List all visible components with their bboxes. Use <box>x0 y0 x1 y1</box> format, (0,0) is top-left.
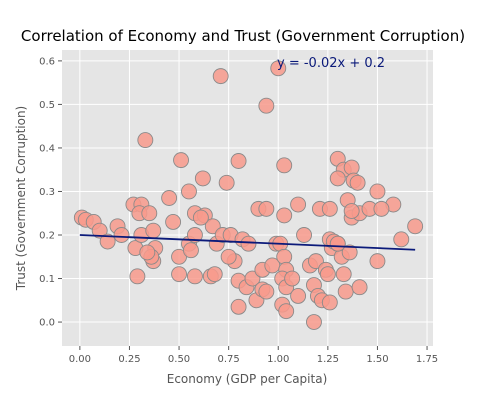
data-point <box>284 270 301 287</box>
data-point <box>181 183 197 200</box>
chart-title: Correlation of Economy and Trust (Govern… <box>21 27 465 45</box>
x-axis-label: Economy (GDP per Capita) <box>167 372 328 386</box>
x-tick-label: 0.00 <box>69 354 91 365</box>
y-axis-ticks: 0.0 0.1 0.2 0.3 0.4 0.5 0.6 <box>39 56 62 329</box>
data-point <box>240 235 257 252</box>
data-point <box>171 266 188 283</box>
x-tick-label: 0.50 <box>168 354 190 365</box>
data-point <box>192 209 209 226</box>
data-point <box>369 253 386 270</box>
data-points <box>73 60 424 331</box>
x-tick-label: 1.00 <box>267 354 289 365</box>
data-point <box>276 157 293 174</box>
data-point <box>218 174 235 191</box>
data-point <box>145 222 162 239</box>
data-point <box>230 298 247 315</box>
y-tick-label: 0.6 <box>39 56 55 67</box>
data-point <box>276 248 293 265</box>
data-point <box>343 159 360 176</box>
data-point <box>161 190 178 206</box>
data-point <box>296 227 312 243</box>
data-point <box>319 266 336 283</box>
y-tick-label: 0.1 <box>39 274 55 285</box>
data-point <box>258 200 275 217</box>
data-point <box>141 205 158 222</box>
x-tick-label: 1.75 <box>416 354 438 365</box>
data-point <box>321 294 338 311</box>
x-axis-ticks: 0.00 0.25 0.50 0.75 1.00 1.25 1.50 1.75 <box>69 346 438 365</box>
y-tick-label: 0.3 <box>39 187 55 198</box>
data-point <box>341 244 358 261</box>
data-point <box>194 170 211 187</box>
data-point <box>258 97 275 114</box>
regression-line-group <box>79 234 416 251</box>
data-point <box>321 200 338 217</box>
data-point <box>129 268 146 285</box>
data-point <box>212 68 229 85</box>
y-tick-label: 0.4 <box>39 143 55 154</box>
data-point <box>258 283 275 300</box>
data-point <box>335 266 352 283</box>
data-point <box>337 283 354 300</box>
data-point <box>230 153 247 169</box>
data-point <box>278 303 295 320</box>
data-point <box>393 231 410 248</box>
x-tick-label: 1.25 <box>317 354 339 365</box>
data-point <box>183 242 199 259</box>
data-point <box>329 170 346 187</box>
y-tick-label: 0.2 <box>39 231 55 242</box>
x-tick-label: 1.50 <box>366 354 388 365</box>
data-point <box>306 314 322 331</box>
data-point <box>220 248 237 265</box>
data-point <box>290 287 307 304</box>
data-point <box>373 200 390 217</box>
data-point <box>113 227 130 243</box>
data-point <box>186 268 203 285</box>
data-point <box>343 203 360 220</box>
data-point <box>329 235 346 252</box>
data-point <box>276 207 293 224</box>
data-point <box>99 233 116 250</box>
y-tick-label: 0.5 <box>39 100 55 111</box>
data-point <box>139 244 156 261</box>
data-point <box>407 218 424 235</box>
data-point <box>206 266 223 283</box>
x-tick-label: 0.75 <box>218 354 240 365</box>
plot-area <box>62 50 433 346</box>
regression-line <box>79 234 416 251</box>
data-point <box>91 222 108 239</box>
data-point <box>173 152 189 169</box>
y-axis-label: Trust (Government Corruption) <box>14 106 28 291</box>
data-point <box>351 279 368 296</box>
regression-equation: y = -0.02x + 0.2 <box>277 56 385 71</box>
data-point <box>137 132 154 149</box>
x-tick-label: 0.25 <box>118 354 140 365</box>
data-point <box>165 213 182 230</box>
data-point <box>270 60 287 77</box>
data-point <box>349 174 366 191</box>
data-point <box>290 196 307 213</box>
y-tick-label: 0.0 <box>39 318 55 329</box>
data-point <box>186 227 203 243</box>
data-point <box>369 183 386 200</box>
